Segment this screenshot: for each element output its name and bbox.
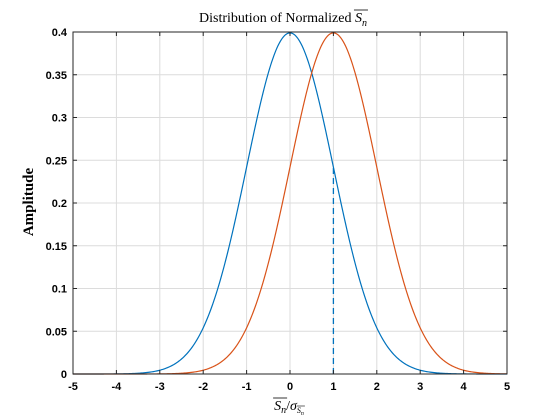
grid	[72, 31, 508, 375]
x-tick-label: 1	[330, 381, 336, 393]
y-tick-label: 0.35	[46, 70, 67, 82]
x-tick-label: -2	[198, 381, 208, 393]
x-tick-label: 3	[417, 381, 423, 393]
x-tick-label: 2	[374, 381, 380, 393]
y-tick-label: 0.3	[52, 113, 67, 125]
x-tick-label: -5	[68, 381, 78, 393]
y-tick-label: 0	[61, 369, 67, 381]
y-tick-label: 0.05	[46, 326, 67, 338]
x-tick-label: -1	[242, 381, 252, 393]
axis-ticks	[72, 31, 508, 375]
x-tick-label: 4	[461, 381, 468, 393]
x-tick-label: -4	[112, 381, 123, 393]
y-tick-label: 0.1	[52, 284, 67, 296]
x-axis-label: Sn/σSn	[274, 399, 304, 417]
tick-labels: -5 -4 -3 -2 -1 0 1 2 3 4 5 0 0.05 0.1 0.15 0.2 0.25 0.3 0.…	[46, 27, 510, 393]
y-tick-label: 0.15	[46, 241, 67, 253]
y-tick-label: 0.25	[46, 155, 67, 167]
x-tick-label: -3	[155, 381, 165, 393]
y-tick-label: 0.2	[52, 198, 67, 210]
y-tick-label: 0.4	[52, 27, 68, 39]
y-axis-label: Amplitude	[21, 167, 37, 236]
x-tick-label: 0	[287, 381, 293, 393]
chart-title: Distribution of Normalized Sn	[199, 11, 367, 29]
x-tick-label: 5	[504, 381, 510, 393]
